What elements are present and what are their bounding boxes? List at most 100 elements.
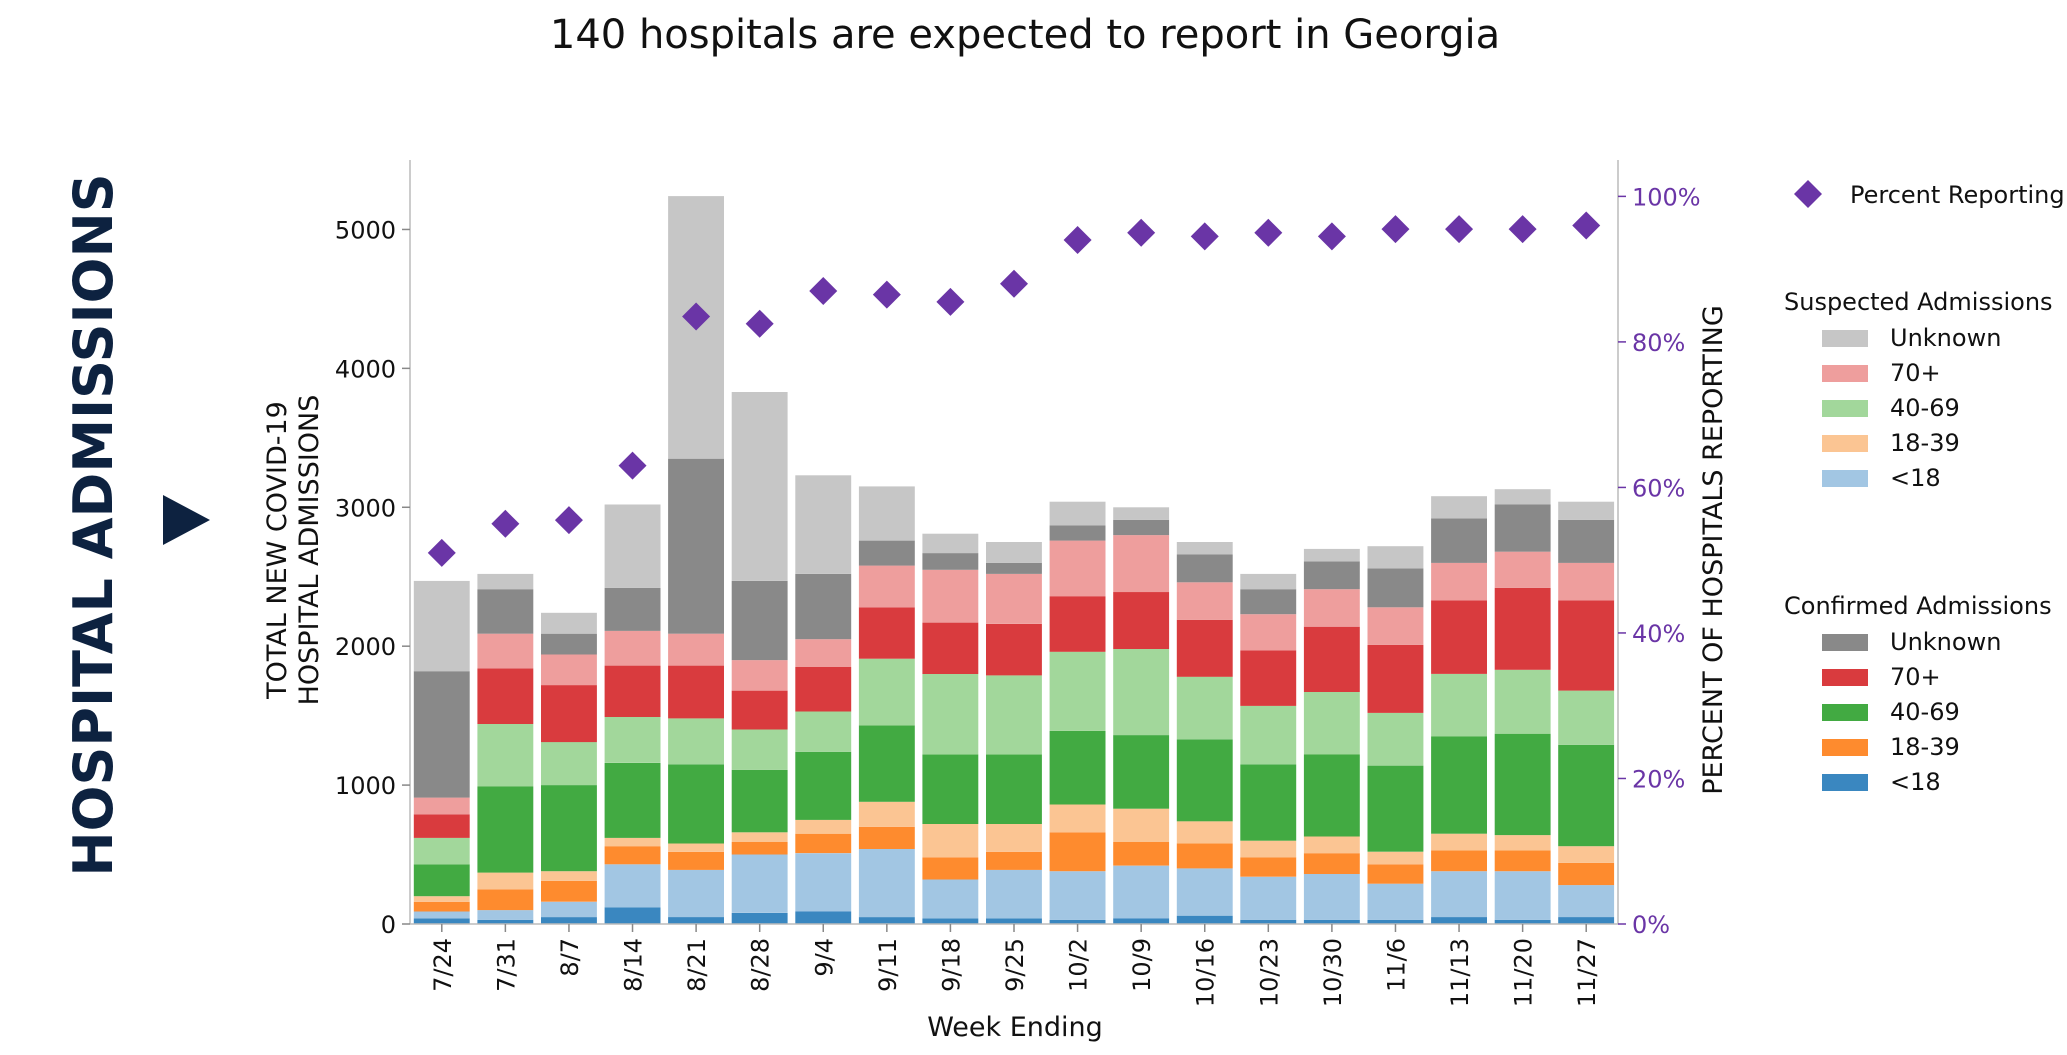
bar-segment <box>668 718 724 765</box>
bar-segment <box>986 542 1042 563</box>
bar-segment <box>1049 501 1106 526</box>
x-tick-label: 9/18 <box>937 938 965 992</box>
bar-segment <box>1303 561 1360 590</box>
x-tick-label: 10/30 <box>1319 938 1347 1007</box>
legend-swatch <box>1822 739 1868 756</box>
percent-reporting-marker <box>809 276 838 305</box>
bar-segment <box>604 762 661 838</box>
y2-tick-label: 80% <box>1632 329 1685 357</box>
bar-segment <box>1113 918 1170 924</box>
percent-reporting-marker <box>1381 215 1410 244</box>
legend-swatch <box>1822 634 1868 651</box>
bar-segment <box>795 751 852 820</box>
x-tick-label: 11/20 <box>1510 938 1538 1007</box>
bar-segment <box>1176 843 1233 869</box>
bar-segment <box>986 573 1042 624</box>
y2-axis-label: PERCENT OF HOSPITALS REPORTING <box>1698 305 1729 795</box>
legend-group-title: Confirmed Admissions <box>1784 592 2052 620</box>
bar-segment <box>986 624 1042 676</box>
bar-segment <box>541 633 597 655</box>
bar-segment <box>1558 690 1615 745</box>
x-tick-label: 10/16 <box>1192 938 1220 1007</box>
bar-segment <box>795 853 852 912</box>
legend-swatch <box>1822 400 1868 417</box>
bar-segment <box>1367 607 1424 645</box>
bar-segment <box>604 665 661 717</box>
bar-segment <box>1240 705 1297 765</box>
bar-segment <box>1303 853 1360 874</box>
x-tick-label: 8/21 <box>683 938 711 992</box>
bar-segment <box>1113 519 1170 536</box>
legend-swatch <box>1822 330 1868 347</box>
bar-segment <box>413 580 470 672</box>
bar-segment <box>858 801 915 827</box>
bar-segment <box>1367 546 1424 569</box>
bar-segment <box>668 764 724 844</box>
bar-segment <box>477 786 534 873</box>
percent-reporting-marker <box>1572 211 1601 240</box>
x-tick-label: 10/2 <box>1065 938 1093 992</box>
bar-segment <box>922 879 979 919</box>
bar-segment <box>477 919 534 924</box>
x-tick-label: 7/31 <box>492 938 520 992</box>
legend-item-label: 18-39 <box>1890 733 1960 761</box>
bar-segment <box>1431 674 1487 737</box>
bar-segment <box>477 889 534 911</box>
bar-segment <box>1113 808 1170 842</box>
bar-segment <box>1049 919 1106 924</box>
bar-segment <box>1558 600 1615 691</box>
y-tick-label: 3000 <box>335 494 396 522</box>
x-tick-label: 11/13 <box>1446 938 1474 1007</box>
percent-reporting-marker <box>936 287 965 316</box>
bar-segment <box>1303 692 1360 755</box>
bar-segment <box>604 846 661 865</box>
play-arrow-icon <box>163 495 210 545</box>
bar-segment <box>477 633 534 669</box>
bar-segment <box>922 622 979 674</box>
bar-segment <box>1113 649 1170 736</box>
y2-tick-label: 20% <box>1632 765 1685 793</box>
bar-segment <box>858 565 915 608</box>
percent-reporting-marker <box>618 451 647 480</box>
bar-segment <box>1303 874 1360 920</box>
bar-segment <box>1240 857 1297 877</box>
bar-segment <box>731 392 788 581</box>
bar-segment <box>1049 871 1106 920</box>
bar-segment <box>477 910 534 920</box>
bar-segment <box>541 685 597 743</box>
bar-segment <box>604 587 661 631</box>
bar-segment <box>1367 919 1424 924</box>
bar-segment <box>413 864 470 897</box>
bar-segment <box>1367 851 1424 865</box>
x-axis-label: Week Ending <box>927 1012 1103 1043</box>
bar-segment <box>922 533 979 554</box>
bar-segment <box>1558 885 1615 917</box>
bar-segment <box>541 612 597 634</box>
bar-segment <box>858 540 915 566</box>
bar-segment <box>1367 568 1424 608</box>
bar-segment <box>922 553 979 570</box>
bar-segment <box>1431 850 1487 872</box>
bar-segment <box>1367 712 1424 766</box>
bar-segment <box>731 854 788 913</box>
bar-segment <box>1049 832 1106 872</box>
bar-segment <box>1494 919 1551 924</box>
bar-segment <box>1049 804 1106 833</box>
bar-segment <box>604 907 661 924</box>
bar-segment <box>1176 619 1233 677</box>
bar-segment <box>1431 496 1487 519</box>
bar-segment <box>858 607 915 659</box>
bar-segment <box>413 671 470 798</box>
x-tick-label: 9/4 <box>810 938 838 977</box>
bar-segment <box>477 573 534 590</box>
bar-segment <box>795 639 852 667</box>
bar-segment <box>413 837 470 865</box>
x-tick-label: 7/24 <box>429 938 457 992</box>
bar-segment <box>668 633 724 666</box>
bar-segment <box>541 654 597 686</box>
bar-segment <box>604 504 661 588</box>
bar-segment <box>1240 876 1297 920</box>
x-tick-label: 8/7 <box>556 938 584 977</box>
bar-segment <box>413 901 470 912</box>
side-title-group: HOSPITAL ADMISSIONS <box>62 173 210 877</box>
